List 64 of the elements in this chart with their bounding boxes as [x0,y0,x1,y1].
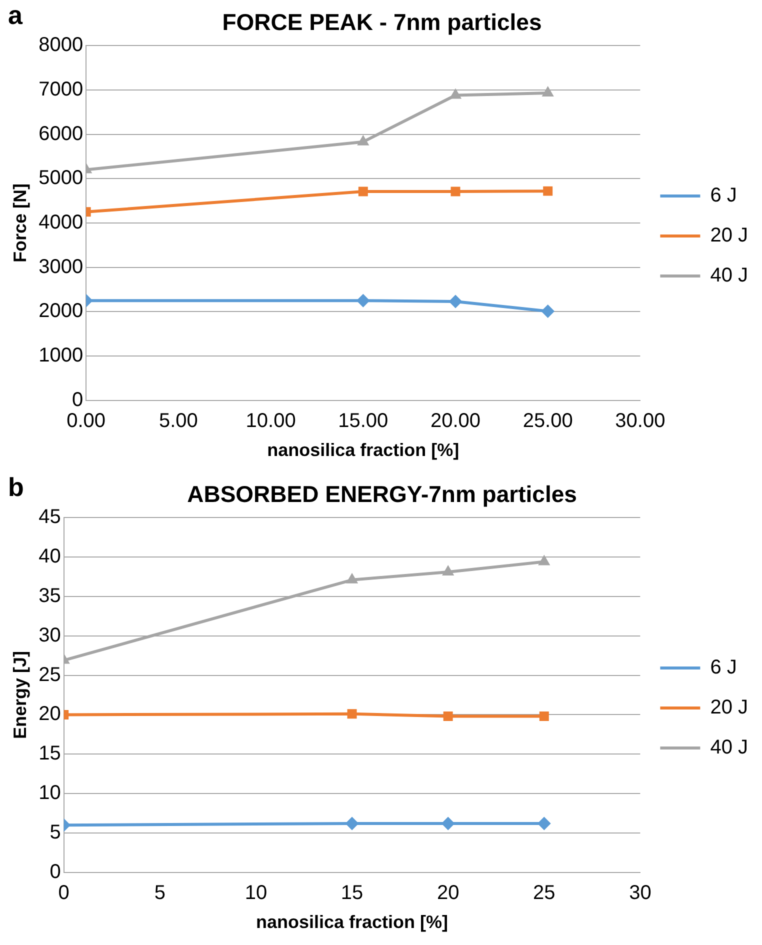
legend-label: 20 J [710,696,748,719]
y-tick-label: 8000 [38,34,84,56]
y-tick-label: 5 [50,821,61,844]
chart-title: ABSORBED ENERGY-7nm particles [187,481,577,508]
point [442,566,454,576]
x-tick-label: 25 [533,882,556,904]
legend-label: 20 J [710,224,748,247]
y-tick-label: 30 [38,624,61,646]
x-tick-label: 5 [154,882,166,904]
text: a [8,0,23,30]
legend-label: 6 J [710,184,737,207]
x-tick-label: 15.00 [338,410,388,432]
y-tick-label: 3000 [38,256,84,278]
point [357,135,369,146]
legend-label: 40 J [710,264,748,287]
y-axis-title: Energy [J] [10,650,30,740]
point [443,712,453,722]
y-tick-label: 7000 [38,78,84,100]
point [448,295,462,308]
legend-label: 6 J [710,656,737,679]
x-tick-label: 25.00 [522,410,573,432]
x-tick-label: 20.00 [430,410,481,432]
x-tick-label: 10.00 [246,410,296,432]
x-tick-label: 0.00 [66,410,106,432]
x-tick-label: 5.00 [158,410,198,432]
y-tick-label: 40 [38,546,61,568]
x-tick-label: 15 [340,882,364,904]
point [450,88,462,99]
point [347,709,357,719]
x-axis-title: nanosilica fraction [%] [256,912,448,932]
point [539,712,549,722]
y-tick-label: 4000 [38,212,84,234]
y-tick-label: 20 [38,703,61,726]
y-tick-label: 2000 [38,300,84,322]
legend-label: 40 J [710,736,748,759]
y-tick-label: 45 [38,506,61,528]
y-tick-label: 0 [72,388,84,411]
point [358,186,368,196]
x-tick-label: 30 [629,882,652,904]
point [541,304,554,318]
x-axis-title: nanosilica fraction [%] [267,440,460,460]
y-tick-label: 0 [50,860,61,883]
y-axis-title: Force [N] [10,183,30,263]
point [450,186,460,196]
y-tick-label: 35 [38,584,61,607]
x-tick-label: 10 [244,882,268,904]
point [346,573,358,584]
point [542,86,554,97]
y-tick-label: 5000 [38,167,84,190]
point [538,817,551,830]
point [346,817,359,830]
point [442,817,455,830]
x-tick-label: 20 [436,882,460,904]
point [356,294,370,308]
y-tick-label: 1000 [38,344,84,367]
text: b [8,472,24,502]
y-tick-label: 15 [38,742,61,765]
x-tick-label: 30.00 [615,410,666,432]
point [538,555,550,566]
y-tick-label: 25 [38,664,61,686]
chart-title: FORCE PEAK - 7nm particles [222,9,542,36]
y-tick-label: 10 [38,782,61,804]
y-tick-label: 6000 [38,122,84,145]
point [543,186,553,196]
